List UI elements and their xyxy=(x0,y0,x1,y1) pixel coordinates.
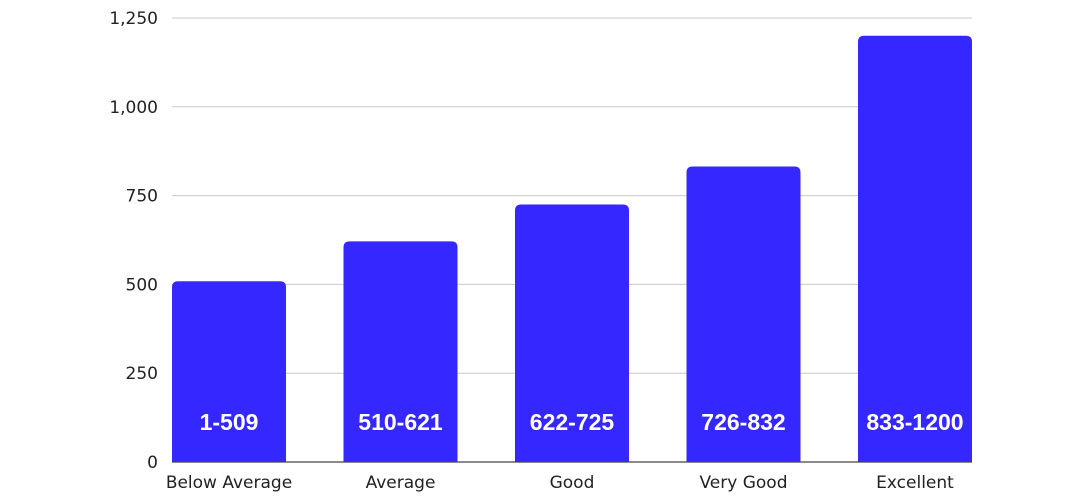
bar-data-label: 510-621 xyxy=(358,409,443,435)
bars xyxy=(172,35,972,463)
bar-data-label: 622-725 xyxy=(530,409,615,435)
y-tick-label: 750 xyxy=(126,187,158,207)
gridlines xyxy=(172,17,972,374)
y-axis-ticks: 0 250 500 750 1,000 1,250 xyxy=(109,9,158,473)
y-tick-label: 1,250 xyxy=(109,9,158,29)
bar-data-label: 726-832 xyxy=(701,409,785,435)
bar-below-average xyxy=(172,281,286,462)
bar-very-good xyxy=(686,166,801,462)
bar-data-label: 1-509 xyxy=(200,409,259,435)
bar-excellent xyxy=(858,35,972,462)
bar-average xyxy=(343,241,458,462)
x-axis-categories: Below Average Average Good Very Good Excelle… xyxy=(166,473,954,493)
x-category-label: Good xyxy=(550,473,595,493)
x-category-label: Below Average xyxy=(166,473,292,493)
y-tick-label: 250 xyxy=(126,364,158,384)
y-tick-label: 1,000 xyxy=(109,98,158,118)
x-category-label: Very Good xyxy=(700,473,788,493)
x-category-label: Excellent xyxy=(876,473,954,493)
bar-good xyxy=(515,204,629,463)
x-category-label: Average xyxy=(366,473,436,493)
bar-data-labels: 1-509 510-621 622-725 726-832 833-1200 xyxy=(200,409,964,435)
y-tick-label: 500 xyxy=(126,275,158,295)
bar-data-label: 833-1200 xyxy=(866,409,963,435)
y-tick-label: 0 xyxy=(147,453,158,473)
